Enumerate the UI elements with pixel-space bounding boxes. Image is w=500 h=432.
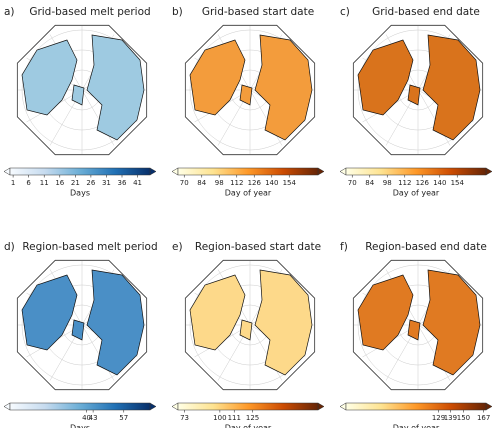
panel-title: Grid-based start date [202,6,314,18]
land [357,39,414,116]
colorbar [177,167,319,176]
colorbar-extend [3,167,11,176]
colorbar [9,167,151,176]
tick-label: 150 [457,414,470,422]
land [239,84,253,106]
land [357,274,414,351]
colorbar [345,167,487,176]
land [239,319,253,341]
land [422,34,481,141]
land [71,84,85,106]
panel-title: Region-based start date [195,241,321,253]
tick-label: 70 [180,179,189,187]
colorbar-extend [339,402,347,411]
tick-label: 31 [102,179,111,187]
tick-label: 84 [197,179,206,187]
colorbar-extend [171,402,179,411]
tick-label: 84 [365,179,374,187]
tick-label: 98 [383,179,392,187]
tick-label: 154 [283,179,297,187]
panel-title: Grid-based melt period [29,6,150,18]
tick-label: 41 [133,179,142,187]
tick-label: 57 [119,414,128,422]
panel-label: e) [172,241,183,253]
colorbar-extend [339,167,347,176]
tick-label: 112 [230,179,243,187]
tick-label: 43 [89,414,98,422]
colorbar-extend [171,167,179,176]
tick-label: 26 [86,179,95,187]
tick-label: 126 [248,179,262,187]
colorbar-extend [3,402,11,411]
land [407,84,421,106]
tick-label: 140 [433,179,446,187]
tick-label: 40 [82,414,91,422]
colorbar [345,402,487,411]
tick-label: 11 [40,179,49,187]
tick-label: 73 [180,414,189,422]
colorbar [9,402,151,411]
panel-title: Region-based melt period [22,241,157,253]
land [254,34,313,141]
colorbar-extend [317,167,325,176]
tick-label: 129 [432,414,445,422]
tick-label: 140 [265,179,278,187]
tick-label: 154 [451,179,465,187]
panel-label: c) [340,6,350,18]
colorbar [177,402,319,411]
colorbar-label: Days [70,189,90,198]
land [254,269,313,376]
tick-label: 112 [398,179,411,187]
tick-label: 36 [118,179,127,187]
panel-label: d) [4,241,15,253]
colorbar-label: Days [70,424,90,429]
colorbar-extend [485,167,493,176]
tick-label: 111 [228,414,241,422]
land [189,39,246,116]
tick-label: 70 [348,179,357,187]
tick-label: 139 [444,414,457,422]
panel-label: b) [172,6,183,18]
tick-label: 6 [26,179,31,187]
land [422,269,481,376]
land [86,34,145,141]
panel-label: f) [340,241,348,253]
colorbar-extend [149,167,157,176]
land [189,274,246,351]
panel-label: a) [4,6,15,18]
land [21,274,78,351]
tick-label: 16 [55,179,64,187]
land [21,39,78,116]
colorbar-extend [317,402,325,411]
tick-label: 98 [215,179,224,187]
tick-label: 126 [416,179,430,187]
colorbar-label: Day of year [225,424,272,429]
colorbar-label: Day of year [393,424,440,429]
panel-title: Grid-based end date [372,6,480,18]
land [407,319,421,341]
tick-label: 1 [11,179,15,187]
tick-label: 21 [71,179,80,187]
colorbar-extend [485,402,493,411]
colorbar-label: Day of year [393,189,440,198]
land [86,269,145,376]
colorbar-label: Day of year [225,189,272,198]
tick-label: 100 [213,414,226,422]
panel-title: Region-based end date [365,241,487,253]
colorbar-extend [149,402,157,411]
tick-label: 167 [477,414,490,422]
land [71,319,85,341]
tick-label: 125 [246,414,259,422]
